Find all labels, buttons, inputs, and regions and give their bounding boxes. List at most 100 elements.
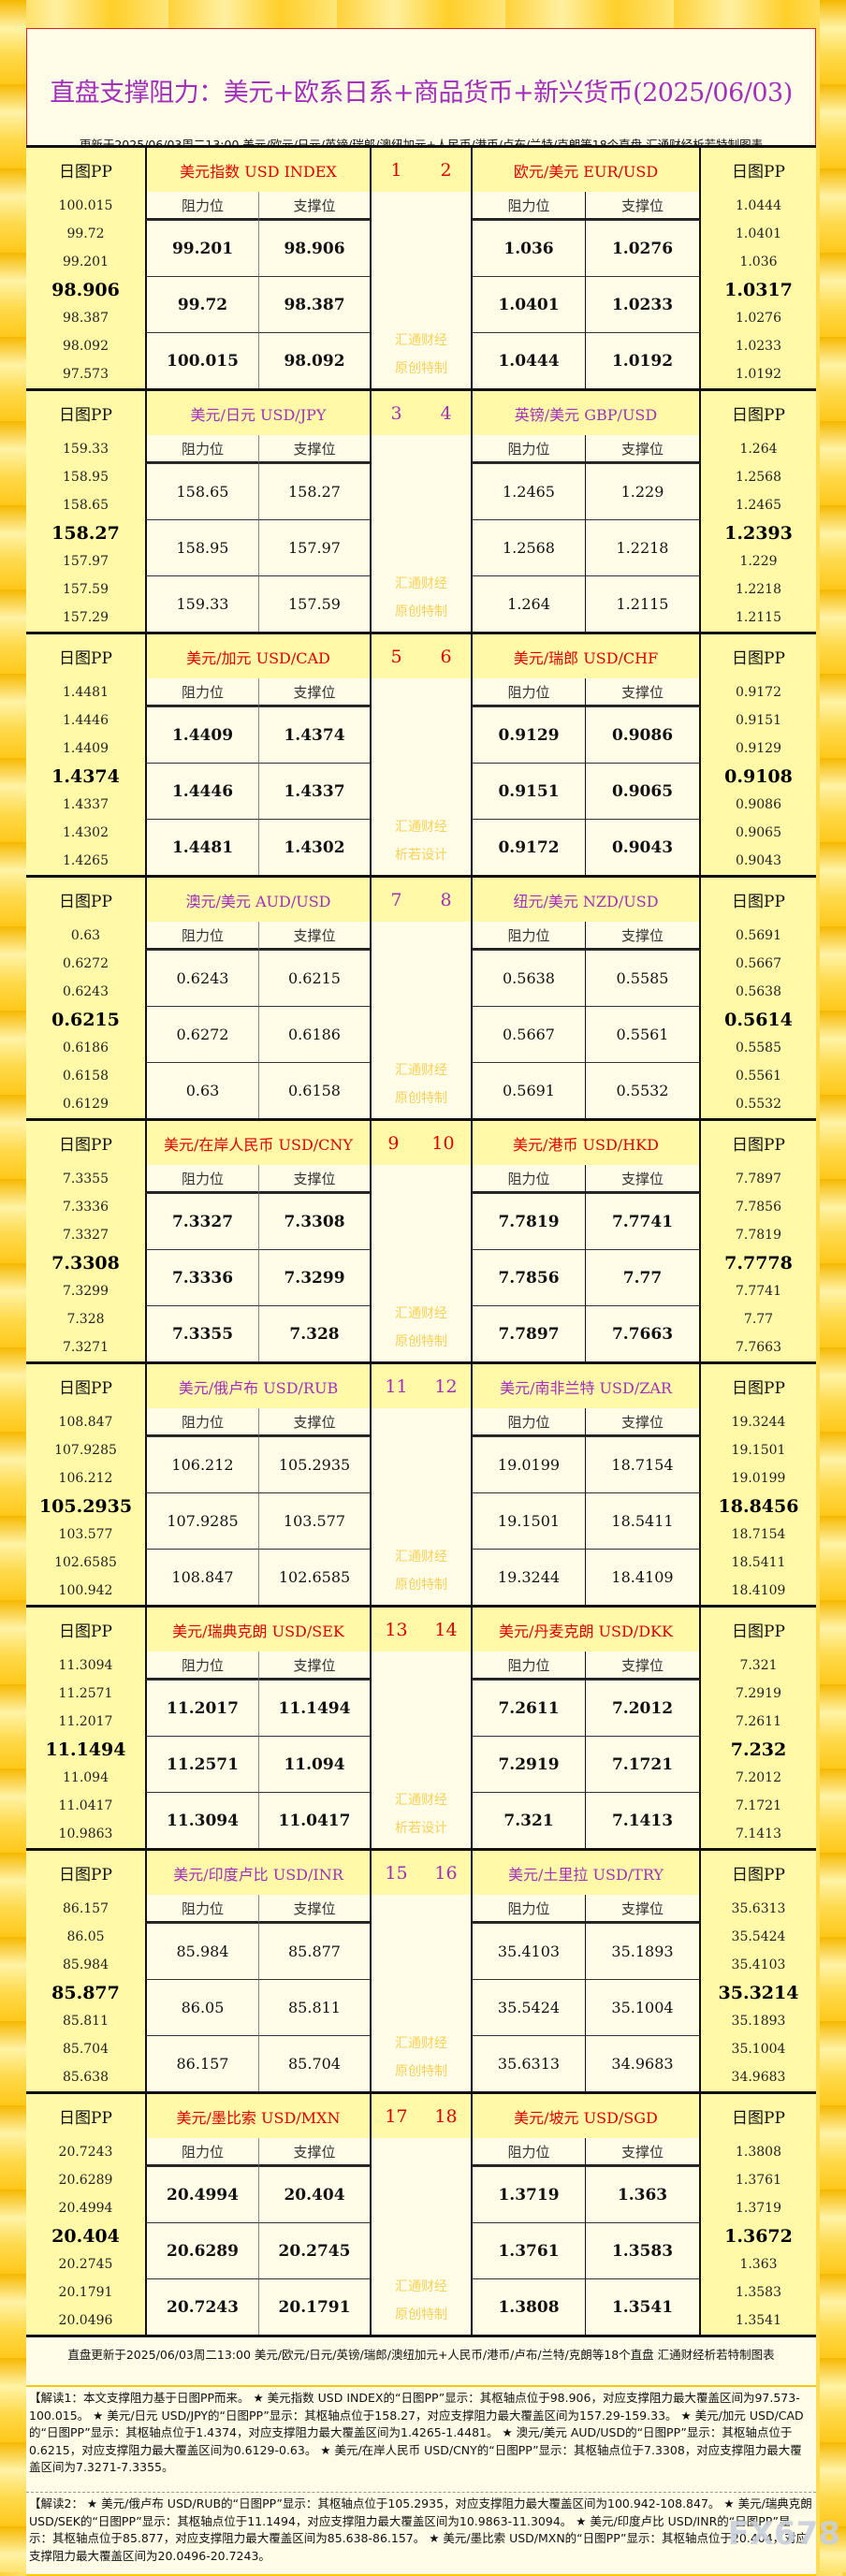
pair-title-right: 美元/港币 USD/HKD (471, 1121, 701, 1165)
pp-level: 7.7897 (736, 1172, 781, 1186)
pp-level: 19.3244 (731, 1415, 786, 1430)
pp-level: 20.7243 (58, 2145, 113, 2160)
pp-level: 20.4994 (58, 2201, 113, 2216)
pivot-point: 1.3672 (724, 2226, 793, 2247)
resistance-value: 19.0199 (471, 1436, 585, 1492)
pp-level: 7.2919 (736, 1686, 781, 1701)
watermark-line-2: 原创特制 (395, 604, 447, 619)
support-value: 7.7663 (585, 1305, 701, 1361)
pp-list-right: 1.264 1.2568 1.2465 1.2393 1.229 1.2218 1.2115 (701, 435, 816, 632)
watermark-line-2: 析若设计 (395, 848, 447, 863)
pair-number-left: 3 (390, 402, 402, 424)
interpretation-2: 【解读2： ★ 美元/俄卢布 USD/RUB的“日图PP”显示：其枢轴点位于10… (26, 2493, 816, 2576)
pair-title-right: 美元/土里拉 USD/TRY (471, 1851, 701, 1895)
support-value: 20.2745 (258, 2222, 372, 2278)
pp-level: 102.6585 (54, 1555, 117, 1570)
pp-level: 86.05 (66, 1929, 105, 1944)
pair-title-left: 美元/印度卢比 USD/INR (145, 1851, 372, 1895)
pp-level: 7.3299 (63, 1284, 109, 1299)
support-value: 0.5585 (585, 950, 701, 1006)
pp-level: 1.3719 (736, 2201, 781, 2216)
resistance-value: 19.3244 (471, 1549, 585, 1605)
pp-level: 7.7663 (736, 1340, 781, 1355)
resistance-value: 1.3761 (471, 2222, 585, 2278)
support-value: 158.27 (258, 463, 372, 519)
resistance-header-right: 阻力位 (471, 922, 585, 950)
resistance-header-right: 阻力位 (471, 1895, 585, 1923)
pp-level: 1.2568 (736, 470, 781, 485)
support-value: 7.3308 (258, 1193, 372, 1249)
support-value: 0.6186 (258, 1006, 372, 1062)
pp-level: 0.6186 (63, 1041, 109, 1055)
pp-level: 1.3541 (736, 2313, 781, 2328)
pp-level: 1.264 (739, 442, 778, 457)
resistance-value: 0.5667 (471, 1006, 585, 1062)
middle-watermark: 汇通财经 原创特制 (372, 1408, 471, 1605)
watermark-line-1: 汇通财经 (395, 576, 447, 591)
pair-numbers: 9 10 (372, 1121, 471, 1165)
pp-level: 0.9086 (736, 797, 781, 812)
pivot-point: 18.8456 (718, 1496, 799, 1517)
pp-level: 1.0233 (736, 339, 781, 354)
support-value: 7.7741 (585, 1193, 701, 1249)
pair-number-right: 12 (434, 1375, 458, 1397)
pair-section: 日图PP 美元/日元 USD/JPY 3 4 英镑/美元 GBP/USD 日图PP 159.… (26, 388, 816, 632)
pp-level: 86.157 (63, 1901, 109, 1916)
resistance-value: 99.201 (145, 220, 258, 276)
pp-header-left: 日图PP (26, 2094, 145, 2138)
support-header-left: 支撑位 (258, 1165, 372, 1193)
support-value: 0.5532 (585, 1062, 701, 1118)
pair-numbers: 17 18 (372, 2094, 471, 2138)
pair-title-right: 美元/坡元 USD/SGD (471, 2094, 701, 2138)
support-value: 35.1893 (585, 1923, 701, 1979)
resistance-value: 0.6272 (145, 1006, 258, 1062)
pp-level: 7.3271 (63, 1340, 109, 1355)
resistance-value: 1.4446 (145, 763, 258, 819)
page: 直盘支撑阻力：美元+欧系日系+商品货币+新兴货币(2025/06/03) 更新于… (26, 28, 816, 2576)
pp-header-left: 日图PP (26, 1608, 145, 1652)
pair-title-right: 英镑/美元 GBP/USD (471, 391, 701, 435)
resistance-value: 1.4481 (145, 819, 258, 875)
pp-level: 97.573 (63, 367, 109, 382)
resistance-header-right: 阻力位 (471, 2138, 585, 2166)
pp-level: 0.5532 (736, 1097, 781, 1112)
pp-level: 34.9683 (731, 2070, 786, 2085)
support-header-right: 支撑位 (585, 192, 701, 220)
resistance-value: 7.3327 (145, 1193, 258, 1249)
pp-level: 0.6158 (63, 1069, 109, 1084)
pivot-point: 0.5614 (724, 1010, 793, 1030)
resistance-value: 11.3094 (145, 1792, 258, 1848)
pair-title-left: 美元/加元 USD/CAD (145, 634, 372, 678)
pp-level: 7.7819 (736, 1228, 781, 1243)
pp-level: 98.092 (63, 339, 109, 354)
watermark-line-1: 汇通财经 (395, 1306, 447, 1321)
pp-level: 0.6243 (63, 984, 109, 999)
watermark-line-2: 原创特制 (395, 2064, 447, 2079)
pp-level: 11.3094 (58, 1658, 113, 1673)
pp-level: 1.0444 (736, 198, 781, 213)
pp-level: 0.5691 (736, 928, 781, 943)
pp-level: 7.2611 (736, 1714, 781, 1729)
support-header-right: 支撑位 (585, 435, 701, 463)
pp-level: 7.77 (743, 1312, 774, 1327)
pair-section: 日图PP 美元/在岸人民币 USD/CNY 9 10 美元/港币 USD/HKD 日图PP… (26, 1118, 816, 1361)
pair-section: 日图PP 美元/瑞典克朗 USD/SEK 13 14 美元/丹麦克朗 USD/DKK 日图… (26, 1605, 816, 1848)
resistance-header-right: 阻力位 (471, 435, 585, 463)
pp-header-right: 日图PP (701, 1851, 816, 1895)
middle-watermark: 汇通财经 原创特制 (372, 192, 471, 388)
update-note: 直盘更新于2025/06/03周二13:00 美元/欧元/日元/英镑/瑞郎/澳纽… (26, 2335, 816, 2387)
resistance-header-left: 阻力位 (145, 1895, 258, 1923)
pp-list-left: 86.157 86.05 85.984 85.877 85.811 85.704 85.63… (26, 1895, 145, 2091)
pair-number-right: 10 (431, 1132, 455, 1154)
support-header-left: 支撑位 (258, 678, 372, 706)
pair-number-right: 6 (440, 646, 452, 667)
resistance-value: 35.4103 (471, 1923, 585, 1979)
support-value: 11.0417 (258, 1792, 372, 1848)
pair-section: 日图PP 美元指数 USD INDEX 1 2 欧元/美元 EUR/USD 日图PP 100… (26, 145, 816, 388)
interpretation-1: 【解读1：本文支撑阻力基于日图PP而来。 ★ 美元指数 USD INDEX的“日… (26, 2387, 816, 2493)
pivot-point: 158.27 (51, 523, 120, 544)
support-value: 103.577 (258, 1492, 372, 1549)
support-value: 1.4302 (258, 819, 372, 875)
pp-level: 0.9172 (736, 685, 781, 700)
middle-watermark: 汇通财经 原创特制 (372, 922, 471, 1118)
